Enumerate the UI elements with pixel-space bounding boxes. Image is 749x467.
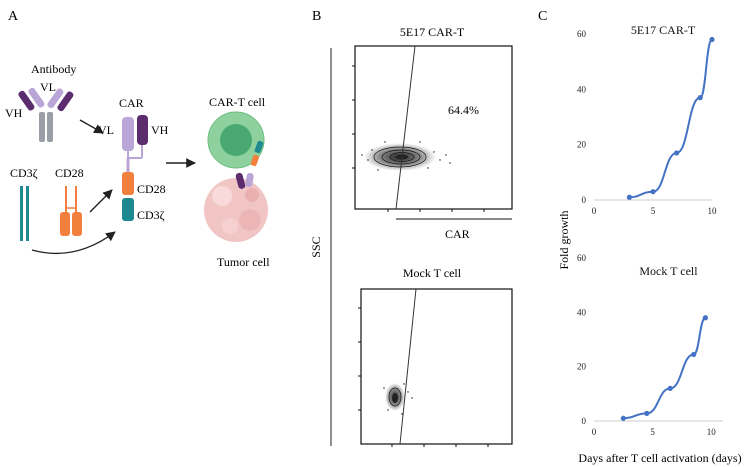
car-axis-label: CAR — [445, 227, 470, 241]
data-point — [691, 351, 697, 358]
data-point — [674, 150, 680, 156]
panel-a: A Antibody VL VH CAR VL VH — [5, 9, 270, 269]
car-cd28-label: CD28 — [137, 182, 166, 196]
car-vh-label: VH — [151, 123, 169, 137]
panel-b: B SSC 5E17 CAR-T — [309, 9, 513, 447]
car-cd3z-label: CD3ζ — [137, 208, 165, 222]
panel-c-letter: C — [538, 9, 547, 24]
car-vl-label: VL — [98, 123, 114, 137]
x-tick-label: 0 — [592, 427, 597, 437]
data-point — [650, 189, 656, 195]
growth-chart-mock: 0 20 40 60 0 5 10 Mock T cell — [577, 253, 723, 437]
cart-cell-label: CAR-T cell — [209, 95, 266, 109]
x-tick-label: 10 — [708, 206, 718, 216]
cart-tumor-icon: CAR-T cell Tumor cell — [204, 95, 270, 269]
data-point — [626, 194, 633, 200]
y-tick-label: 40 — [577, 307, 587, 317]
chart-title: 5E17 CAR-T — [631, 23, 696, 37]
y-tick-label: 20 — [577, 140, 587, 150]
car-construct-icon: CAR VL VH CD28 CD3ζ — [98, 96, 169, 222]
y-tick-label: 20 — [577, 362, 587, 372]
x-tick-label: 5 — [651, 206, 656, 216]
antibody-vl-label: VL — [40, 80, 56, 94]
antibody-label: Antibody — [31, 62, 76, 76]
flow-top-title: 5E17 CAR-T — [400, 25, 465, 39]
fold-growth-label: Fold growth — [557, 210, 571, 269]
growth-chart-car-t: 0 20 40 60 0 5 10 5E17 CAR-T — [577, 23, 717, 216]
cd28-label: CD28 — [55, 166, 84, 180]
y-tick-label: 0 — [582, 195, 587, 205]
data-point — [667, 385, 673, 391]
cd3z-label: CD3ζ — [10, 166, 38, 180]
y-tick-label: 0 — [582, 416, 587, 426]
series-line — [629, 38, 713, 199]
data-point — [697, 95, 703, 101]
data-point — [620, 415, 626, 421]
y-tick-label: 60 — [577, 253, 587, 263]
panel-c: C Fold growth Days after T cell activati… — [538, 9, 742, 465]
y-tick-label: 60 — [577, 29, 587, 39]
chart-title: Mock T cell — [639, 264, 698, 278]
flow-bottom-title: Mock T cell — [403, 266, 462, 280]
data-point — [644, 410, 650, 416]
car-label: CAR — [119, 96, 144, 110]
x-tick-label: 5 — [650, 427, 655, 437]
cd28-icon: CD28 — [55, 166, 84, 236]
cd3z-icon: CD3ζ — [10, 166, 38, 241]
days-axis-label: Days after T cell activation (days) — [578, 451, 741, 465]
series-line — [623, 316, 707, 420]
y-tick-label: 40 — [577, 84, 587, 94]
flow-top-percent: 64.4% — [448, 103, 479, 117]
tumor-cell-label: Tumor cell — [217, 255, 270, 269]
ssc-label: SSC — [309, 236, 323, 257]
panel-a-letter: A — [8, 9, 19, 24]
panel-b-letter: B — [312, 9, 321, 24]
flow-plot-car-t: 5E17 CAR-T 64.4% C — [352, 25, 513, 241]
antibody-vh-label: VH — [5, 106, 23, 120]
x-tick-label: 10 — [707, 427, 717, 437]
data-point — [709, 36, 715, 43]
data-point — [702, 315, 709, 321]
x-tick-label: 0 — [592, 206, 597, 216]
antibody-icon: Antibody VL VH — [5, 62, 76, 142]
flow-plot-mock: Mock T cell — [358, 266, 513, 447]
